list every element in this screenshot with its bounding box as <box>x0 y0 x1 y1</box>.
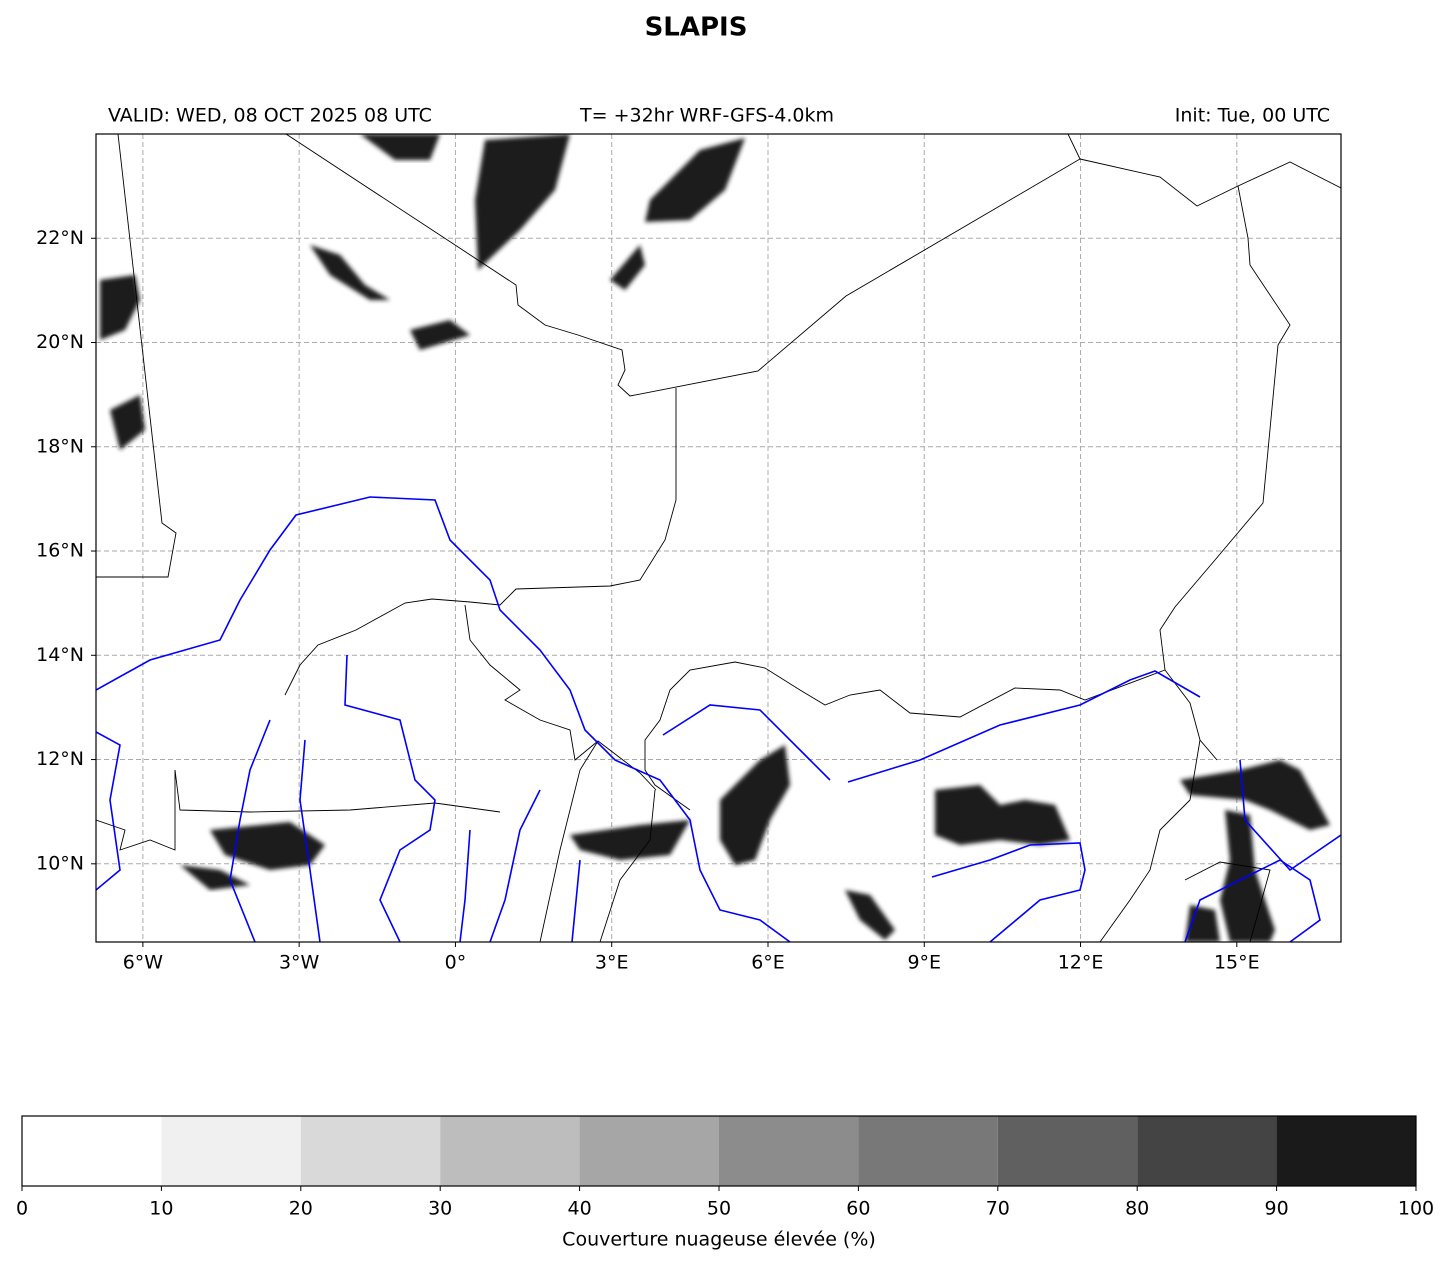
map-frame <box>95 133 1342 943</box>
colorbar-label: Couverture nuageuse élevée (%) <box>562 1229 876 1251</box>
colorbar-tick-label: 50 <box>707 1198 731 1220</box>
colorbar-tick-label: 0 <box>16 1198 28 1220</box>
lon-tick-label: 9°E <box>907 952 941 974</box>
colorbar-tick-label: 90 <box>1265 1198 1289 1220</box>
model-info: T= +32hr WRF-GFS-4.0km <box>579 105 834 127</box>
colorbar-tick-label: 40 <box>568 1198 592 1220</box>
colorbar-segment <box>858 1116 998 1186</box>
title: SLAPIS <box>645 13 748 43</box>
rivers <box>96 496 1341 942</box>
colorbar-segment <box>997 1116 1138 1186</box>
borders <box>96 134 1341 942</box>
colorbar-segment <box>22 1116 162 1186</box>
init-time: Init: Tue, 00 UTC <box>1175 105 1330 127</box>
colorbar-tick-label: 20 <box>289 1198 313 1220</box>
lat-tick-label: 20°N <box>36 331 84 353</box>
lon-tick-label: 15°E <box>1214 952 1260 974</box>
lat-tick-label: 10°N <box>36 852 84 874</box>
lon-tick-label: 6°E <box>751 952 785 974</box>
colorbar-segment <box>579 1116 719 1186</box>
lon-tick-label: 0° <box>445 952 467 974</box>
valid-time: VALID: WED, 08 OCT 2025 08 UTC <box>108 105 432 127</box>
colorbar-tick-label: 10 <box>149 1198 173 1220</box>
colorbar-segment <box>300 1116 441 1186</box>
colorbar-tick-label: 30 <box>428 1198 452 1220</box>
colorbar-tick-label: 80 <box>1125 1198 1149 1220</box>
grid <box>96 134 1341 942</box>
colorbar-segment <box>1137 1116 1277 1186</box>
lat-tick-label: 22°N <box>36 227 84 249</box>
colorbar-tick-label: 100 <box>1398 1198 1434 1220</box>
colorbar-segment <box>440 1116 580 1186</box>
lat-tick-label: 12°N <box>36 748 84 770</box>
colorbar-tick-label: 60 <box>846 1198 870 1220</box>
lat-tick-label: 14°N <box>36 644 84 666</box>
map-layers <box>96 134 1341 942</box>
lon-tick-label: 12°E <box>1058 952 1104 974</box>
colorbar: 0 10 20 30 40 50 60 70 80 90 100 <box>16 1115 1434 1220</box>
colorbar-tick-label: 70 <box>986 1198 1010 1220</box>
lat-tick-label: 18°N <box>36 435 84 457</box>
lon-tick-label: 3°E <box>595 952 629 974</box>
colorbar-segment <box>161 1116 301 1186</box>
lat-tick-label: 16°N <box>36 540 84 562</box>
lon-tick-label: 6°W <box>123 952 164 974</box>
clouds <box>100 134 1330 942</box>
colorbar-segment <box>719 1116 859 1186</box>
colorbar-segment <box>1276 1116 1416 1186</box>
lon-tick-label: 3°W <box>279 952 320 974</box>
